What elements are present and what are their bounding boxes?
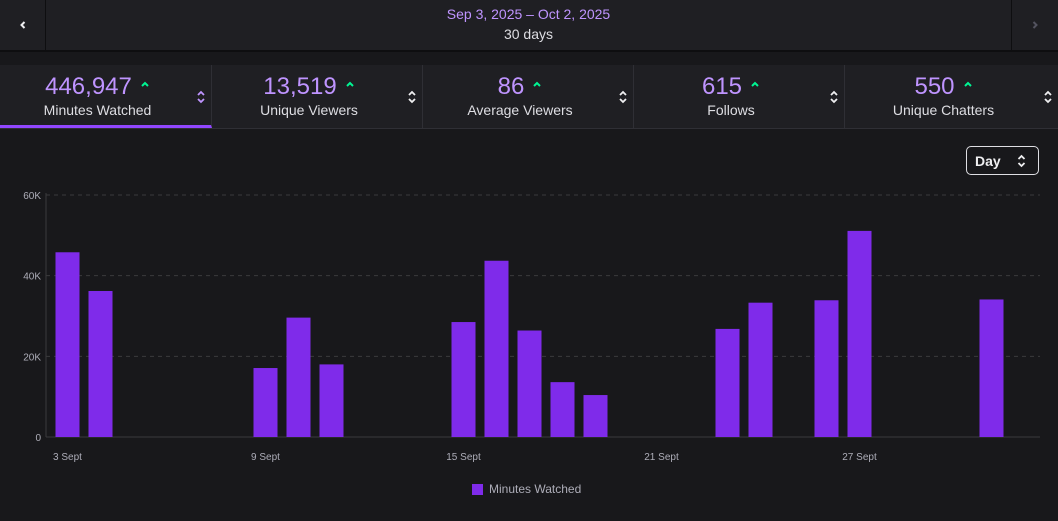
interval-select[interactable]: Day — [966, 146, 1039, 175]
x-tick-label: 3 Sept — [53, 452, 82, 463]
trend-up-icon — [141, 81, 149, 87]
stat-tab-average-viewers[interactable]: 86 Average Viewers — [423, 65, 634, 128]
chevron-left-icon — [19, 21, 25, 29]
date-range-display: Sep 3, 2025 – Oct 2, 2025 30 days — [45, 0, 1012, 50]
sort-icon[interactable] — [408, 90, 416, 104]
stat-tabs: 446,947 Minutes Watched 13,519 Unique Vi… — [0, 65, 1058, 129]
date-range-bar: Sep 3, 2025 – Oct 2, 2025 30 days — [0, 0, 1058, 52]
chart-bar — [583, 395, 608, 437]
stat-tab-unique-chatters[interactable]: 550 Unique Chatters — [845, 65, 1058, 128]
stat-label: Follows — [707, 102, 755, 118]
stat-tab-follows[interactable]: 615 Follows — [634, 65, 845, 128]
trend-up-icon — [963, 81, 972, 87]
chart-bar — [319, 364, 344, 437]
stat-value: 550 — [914, 73, 955, 100]
stat-value: 615 — [701, 73, 743, 100]
chart-bar — [748, 302, 773, 437]
trend-up-icon — [345, 81, 354, 87]
y-tick-label: 60K — [23, 191, 41, 202]
minutes-watched-chart: 60K 40K 20K 0 3 Sept 9 Sept 15 Sept 21 Sept 27 S… — [23, 191, 1040, 463]
stat-label: Unique Viewers — [260, 102, 358, 118]
interval-select-value: Day — [975, 153, 1001, 169]
chart-bar — [88, 290, 113, 437]
date-range-duration: 30 days — [503, 26, 554, 42]
chart-bar — [979, 299, 1004, 437]
y-tick-label: 20K — [23, 352, 41, 363]
y-tick-label: 40K — [23, 272, 41, 283]
sort-icon[interactable] — [830, 90, 838, 104]
chart-bar — [814, 300, 839, 437]
trend-up-icon — [751, 81, 759, 87]
chart-bar — [550, 382, 575, 437]
stat-tab-minutes-watched[interactable]: 446,947 Minutes Watched — [0, 65, 212, 128]
stat-label: Average Viewers — [467, 102, 573, 118]
x-tick-label: 27 Sept — [842, 452, 877, 463]
stat-label: Unique Chatters — [892, 102, 995, 118]
x-tick-label: 15 Sept — [446, 452, 481, 463]
next-range-button[interactable] — [1011, 0, 1058, 50]
chart-bar — [484, 260, 509, 437]
sort-icon[interactable] — [197, 90, 205, 104]
x-tick-label: 21 Sept — [644, 452, 679, 463]
legend-label: Minutes Watched — [489, 482, 582, 496]
chevron-right-icon — [1032, 21, 1038, 29]
date-range-text: Sep 3, 2025 – Oct 2, 2025 — [446, 6, 611, 22]
stat-value: 446,947 — [45, 73, 132, 100]
legend-swatch — [472, 483, 483, 495]
y-tick-label: 0 — [35, 433, 41, 444]
sort-icon — [1017, 154, 1026, 168]
chart-bar — [847, 230, 872, 437]
chart-bar — [55, 252, 80, 437]
sort-icon[interactable] — [1044, 90, 1052, 104]
chart-legend: Minutes Watched — [472, 481, 581, 497]
stat-label: Minutes Watched — [43, 102, 152, 118]
sort-icon[interactable] — [619, 90, 627, 104]
stat-value: 13,519 — [263, 73, 337, 100]
chart-bar — [451, 322, 476, 437]
stat-value: 86 — [497, 73, 525, 100]
previous-range-button[interactable] — [0, 0, 46, 50]
chart-bar — [517, 330, 542, 437]
chart-bar — [715, 328, 740, 437]
chart-bar — [286, 317, 311, 437]
x-tick-label: 9 Sept — [251, 452, 280, 463]
stat-tab-unique-viewers[interactable]: 13,519 Unique Viewers — [212, 65, 423, 128]
trend-up-icon — [533, 81, 542, 87]
chart-bar — [253, 368, 278, 437]
